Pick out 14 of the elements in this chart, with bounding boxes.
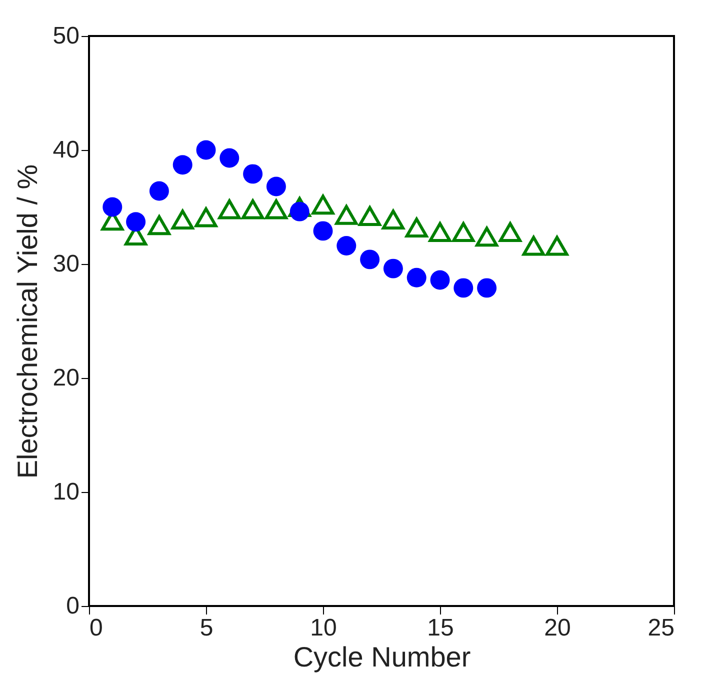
y-tick-label: 10	[52, 478, 80, 506]
y-tick-label: 20	[52, 364, 80, 392]
y-tick-label: 30	[52, 250, 80, 278]
x-tick-label: 0	[90, 614, 103, 642]
y-axis-title: Electrochemical Yield / %	[12, 164, 43, 479]
x-axis-title: Cycle Number	[293, 642, 471, 672]
x-tick-label: 10	[310, 614, 337, 642]
x-tick-label: 15	[427, 614, 454, 642]
x-tick-label: 5	[200, 614, 214, 642]
x-tick-label: 20	[544, 614, 571, 642]
x-tick-label: 25	[648, 614, 674, 642]
y-tick-label: 40	[52, 136, 80, 164]
y-tick-label: 0	[66, 592, 80, 620]
y-tick-label: 50	[52, 22, 80, 50]
